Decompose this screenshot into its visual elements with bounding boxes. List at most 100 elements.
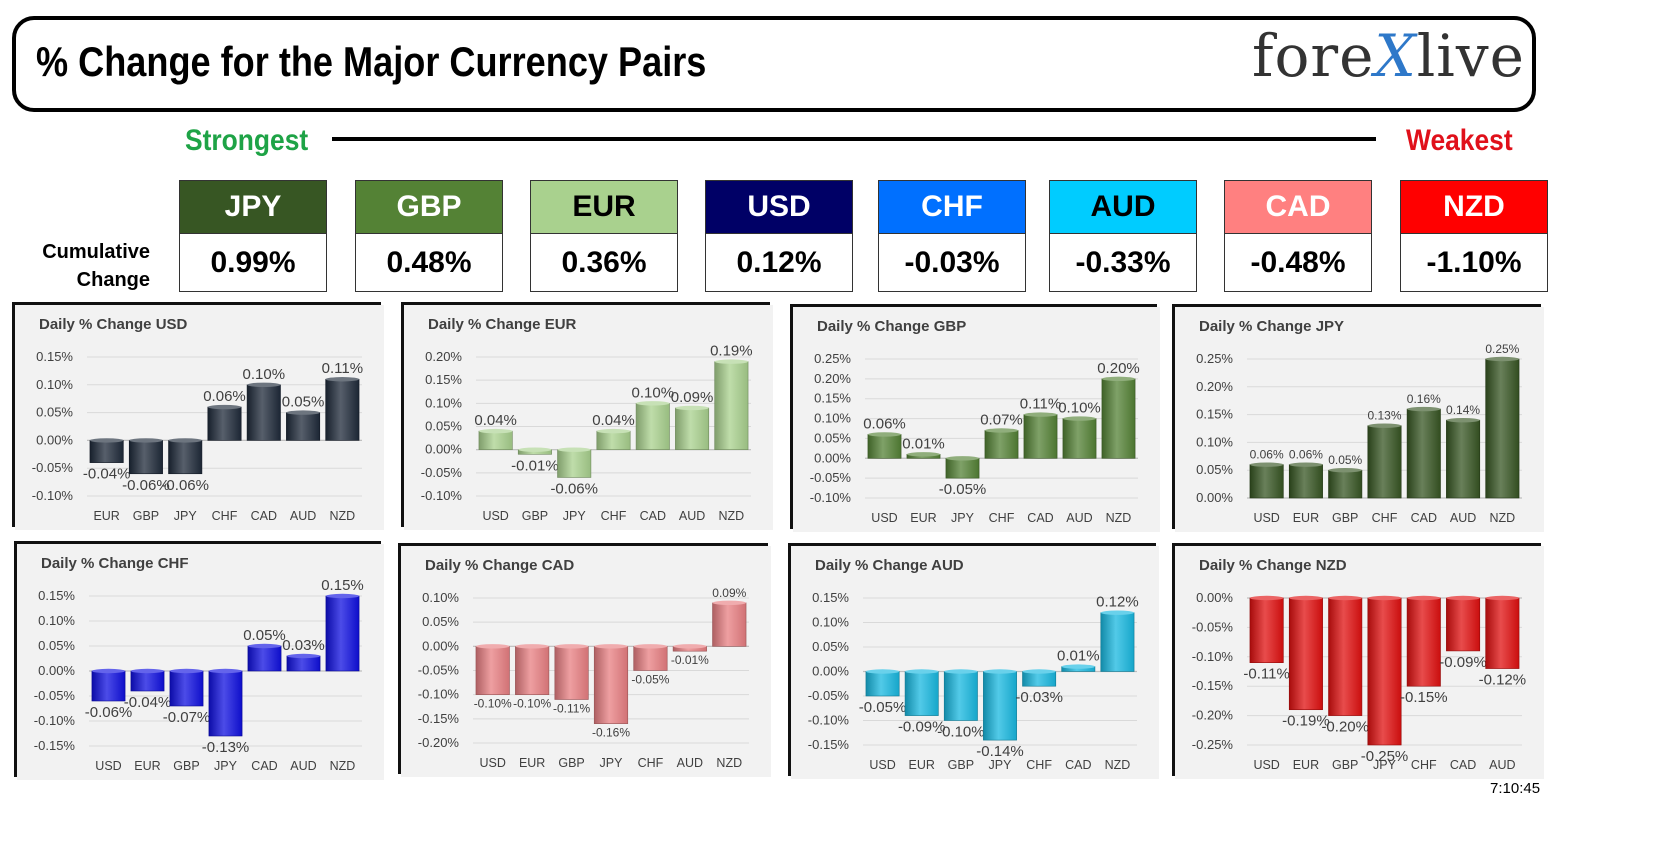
data-label: 0.05%	[243, 627, 286, 644]
bar-cap	[478, 428, 513, 434]
currency-box-aud: AUD -0.33%	[1049, 180, 1197, 292]
data-label: 0.13%	[1367, 409, 1401, 423]
bar-aud	[286, 655, 321, 672]
x-tick-label: JPY	[989, 758, 1013, 772]
bar-nzd	[714, 361, 749, 450]
bar-cap	[1100, 610, 1135, 615]
x-tick-label: CHF	[1026, 758, 1052, 772]
bar-cap	[594, 644, 628, 649]
data-label: -0.06%	[161, 477, 209, 494]
logo-part-x: X	[1374, 22, 1417, 90]
x-tick-label: USD	[1253, 511, 1279, 525]
chart-title: Daily % Change CAD	[425, 557, 574, 574]
y-tick-label: 0.10%	[36, 377, 73, 392]
bar-nzd	[325, 595, 360, 672]
bar-chf	[1406, 597, 1441, 687]
data-label: 0.04%	[474, 412, 517, 429]
x-tick-label: JPY	[214, 759, 238, 773]
currency-code: CHF	[879, 181, 1025, 234]
x-tick-label: JPY	[174, 509, 198, 523]
bar-eur	[904, 671, 939, 716]
y-tick-label: 0.15%	[36, 349, 73, 364]
bar-usd	[475, 646, 510, 695]
bar-cap	[1446, 417, 1480, 423]
bar-cap	[633, 644, 668, 649]
y-tick-label: -0.20%	[418, 735, 460, 750]
bar-gbp	[554, 646, 589, 700]
y-tick-label: -0.15%	[34, 738, 76, 753]
x-tick-label: CHF	[212, 509, 238, 523]
chart-title: Daily % Change NZD	[1199, 557, 1347, 574]
y-tick-label: -0.10%	[34, 713, 76, 728]
data-label: 0.19%	[710, 343, 753, 360]
daily-change-chart-nzd: Daily % Change NZD 0.00% -0.05% -0.10% -0.15…	[1175, 546, 1544, 779]
data-label: -0.20%	[1321, 719, 1369, 736]
data-label: -0.10%	[474, 697, 512, 711]
cumulative-change-value: 0.36%	[561, 246, 647, 279]
currency-code: AUD	[1050, 181, 1196, 234]
bar-cap	[1407, 406, 1441, 412]
currency-box-jpy: JPY 0.99%	[179, 180, 327, 292]
bar-chf	[1022, 671, 1057, 687]
data-label: -0.05%	[939, 481, 987, 498]
x-tick-label: NZD	[1106, 511, 1132, 525]
bar-cap	[168, 438, 202, 443]
data-label: -0.06%	[550, 480, 598, 497]
bar-aud	[286, 412, 321, 441]
y-tick-label: -0.10%	[810, 490, 852, 505]
bar-cap	[325, 377, 360, 382]
y-tick-label: 0.10%	[1196, 434, 1233, 449]
x-tick-label: USD	[869, 758, 895, 772]
data-label: -0.13%	[202, 739, 250, 756]
x-tick-label: CAD	[1065, 758, 1091, 772]
y-tick-label: 0.10%	[425, 395, 462, 410]
daily-change-chart-aud: Daily % Change AUD 0.15% 0.10% 0.05% 0.00% -0…	[791, 546, 1159, 779]
bar-cap	[1328, 468, 1362, 473]
x-tick-label: USD	[95, 759, 121, 773]
x-tick-label: CHF	[601, 509, 627, 523]
bar-cap	[675, 405, 709, 411]
x-tick-label: AUD	[290, 759, 316, 773]
x-tick-label: EUR	[910, 511, 936, 525]
bar-jpy	[983, 671, 1017, 741]
x-tick-label: AUD	[290, 509, 316, 523]
x-tick-label: EUR	[909, 758, 935, 772]
bar-cap	[1101, 376, 1136, 382]
y-tick-label: -0.20%	[1192, 708, 1234, 723]
data-label: -0.01%	[671, 653, 709, 667]
x-tick-label: GBP	[948, 758, 974, 772]
bar-cap	[945, 456, 980, 461]
bar-nzd	[1100, 612, 1135, 672]
bar-cap	[518, 447, 552, 452]
daily-change-chart-eur: Daily % Change EUR 0.20% 0.15% 0.10% 0.05% 0.…	[404, 305, 773, 530]
bar-jpy	[945, 457, 980, 479]
bar-cad	[635, 403, 670, 450]
bar-eur	[89, 440, 124, 463]
y-tick-label: 0.15%	[814, 391, 851, 406]
x-tick-label: NZD	[330, 509, 356, 523]
currency-box-cad: CAD -0.48%	[1224, 180, 1372, 292]
bar-cap	[714, 359, 749, 364]
x-tick-label: JPY	[600, 756, 624, 770]
x-tick-label: NZD	[1105, 758, 1131, 772]
y-tick-label: 0.05%	[38, 638, 75, 653]
currency-box-nzd: NZD -1.10%	[1400, 180, 1548, 292]
bar-usd	[865, 671, 900, 697]
data-label: 0.06%	[863, 415, 906, 432]
currency-box-usd: USD 0.12%	[705, 180, 853, 292]
logo-part-fore: fore	[1252, 22, 1375, 90]
x-tick-label: CHF	[1372, 511, 1398, 525]
data-label: 0.06%	[203, 388, 246, 405]
data-label: -0.05%	[859, 699, 907, 716]
data-label: -0.04%	[83, 466, 131, 483]
bar-cap	[1407, 595, 1441, 601]
bar-cap	[1328, 595, 1362, 601]
data-label: -0.06%	[122, 477, 170, 494]
currency-code: CAD	[1225, 181, 1371, 234]
x-tick-label: NZD	[1490, 511, 1516, 525]
x-tick-label: GBP	[558, 756, 584, 770]
y-tick-label: -0.10%	[32, 488, 74, 503]
data-label: -0.12%	[1479, 672, 1527, 689]
chart-panel-gbp: Daily % Change GBP 0.25% 0.20% 0.15% 0.10% 0.…	[790, 304, 1160, 532]
data-label: -0.05%	[631, 673, 669, 687]
